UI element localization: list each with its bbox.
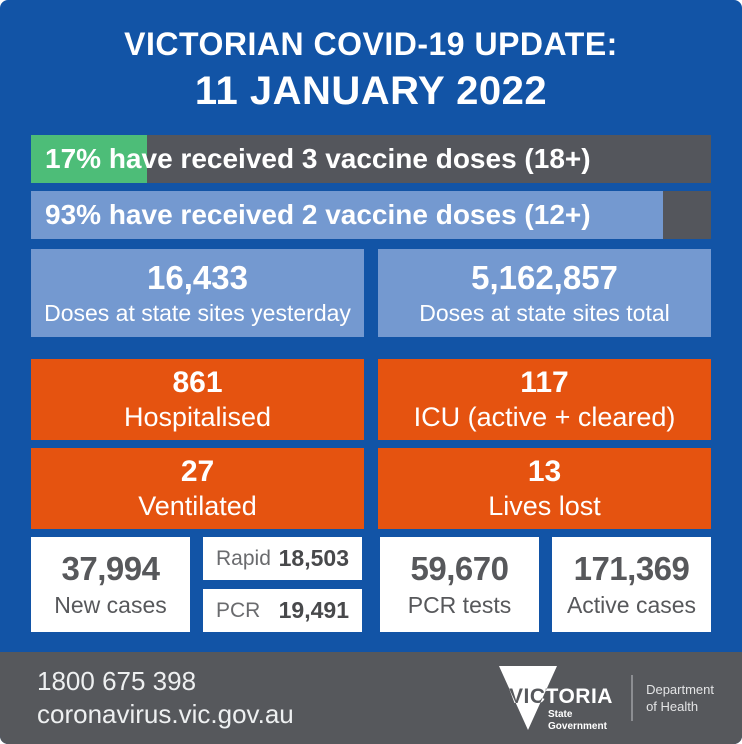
dose-stats-section: 16,433 Doses at state sites yesterday 5,… (31, 249, 711, 337)
stat-value: 13 (527, 455, 562, 488)
stat-value: 59,670 (410, 550, 509, 587)
stat-label: Doses at state sites total (419, 300, 670, 326)
government-brand-block: VICTORIA VICTORIA State Government Depar… (496, 660, 714, 736)
stat-tile-icu: 117 ICU (active + cleared) (378, 359, 711, 440)
stat-value: 18,503 (278, 545, 349, 571)
logo-sub-text-state: State (548, 709, 573, 720)
stat-value: 117 (520, 366, 569, 399)
page-title: VICTORIAN COVID-19 UPDATE: (124, 26, 618, 62)
website-url: coronavirus.vic.gov.au (37, 699, 294, 729)
stat-label: New cases (54, 592, 167, 618)
stat-value: 171,369 (573, 550, 690, 587)
progress-bar-third-dose: 17% have received 3 vaccine doses (18+) (31, 135, 711, 183)
stat-value: 27 (180, 455, 215, 488)
stat-label: Hospitalised (123, 402, 272, 432)
stat-tile-rapid-tests: Rapid 18,503 (203, 537, 362, 580)
stat-tile-new-cases: 37,994 New cases (31, 537, 190, 632)
stat-tile-ventilated: 27 Ventilated (31, 448, 364, 529)
stat-tile-doses-yesterday: 16,433 Doses at state sites yesterday (31, 249, 364, 337)
stat-value: 37,994 (61, 550, 160, 587)
page-date: 11 JANUARY 2022 (194, 69, 548, 113)
hospital-stats-section: 861 Hospitalised 117 ICU (active + clear… (31, 359, 711, 529)
department-line2: of Health (646, 699, 699, 714)
contact-block: 1800 675 398 coronavirus.vic.gov.au (37, 665, 294, 731)
logo-divider (631, 675, 634, 721)
progress-fill-second-dose (31, 191, 664, 239)
stat-label: PCR (216, 598, 261, 622)
stat-value: 5,162,857 (471, 259, 618, 296)
stat-tile-lives-lost: 13 Lives lost (378, 448, 711, 529)
case-stats-section: 37,994 New cases Rapid 18,503 PCR 19,491 (31, 537, 711, 632)
department-name: Department of Health (646, 681, 714, 715)
progress-fill-third-dose (31, 135, 147, 183)
stat-value: 19,491 (278, 597, 349, 623)
stat-tile-hospitalised: 861 Hospitalised (31, 359, 364, 440)
progress-label-third-dose: 17% have received 3 vaccine doses (18+) (45, 143, 591, 174)
vaccination-progress-section: 17% have received 3 vaccine doses (18+) … (31, 135, 711, 239)
test-breakdown-column: Rapid 18,503 PCR 19,491 (203, 537, 362, 632)
department-line1: Department (646, 682, 714, 697)
progress-bar-second-dose: 93% have received 2 vaccine doses (12+) (31, 191, 711, 239)
content-area: VICTORIAN COVID-19 UPDATE: 11 JANUARY 20… (31, 26, 711, 632)
stat-label: Doses at state sites yesterday (44, 300, 351, 326)
phone-number: 1800 675 398 (37, 666, 197, 696)
case-stats-left: 37,994 New cases Rapid 18,503 PCR 19,491 (31, 537, 362, 632)
stat-label: Ventilated (138, 491, 257, 521)
stat-label: ICU (active + cleared) (413, 402, 676, 432)
stat-label: Lives lost (488, 491, 601, 521)
stat-tile-pcr-tests: 59,670 PCR tests (380, 537, 539, 632)
case-stats-right: 59,670 PCR tests 171,369 Active cases (380, 537, 711, 632)
header: VICTORIAN COVID-19 UPDATE: 11 JANUARY 20… (31, 26, 711, 114)
stat-value: 861 (172, 366, 223, 399)
logo-brand-text: VICTORIA (509, 685, 613, 708)
stat-value: 16,433 (147, 259, 248, 296)
stat-tile-active-cases: 171,369 Active cases (552, 537, 711, 632)
stat-tile-doses-total: 5,162,857 Doses at state sites total (378, 249, 711, 337)
stat-tile-pcr-positive: PCR 19,491 (203, 589, 362, 632)
stat-label: Active cases (566, 592, 697, 618)
victoria-state-government-logo-icon: VICTORIA VICTORIA State Government (499, 666, 613, 732)
footer: 1800 675 398 coronavirus.vic.gov.au VICT… (0, 652, 742, 744)
stat-label: Rapid (216, 546, 271, 570)
stat-label: PCR tests (407, 592, 512, 618)
progress-label-second-dose: 93% have received 2 vaccine doses (12+) (45, 199, 591, 230)
logo-sub-text-government: Government (548, 721, 608, 732)
